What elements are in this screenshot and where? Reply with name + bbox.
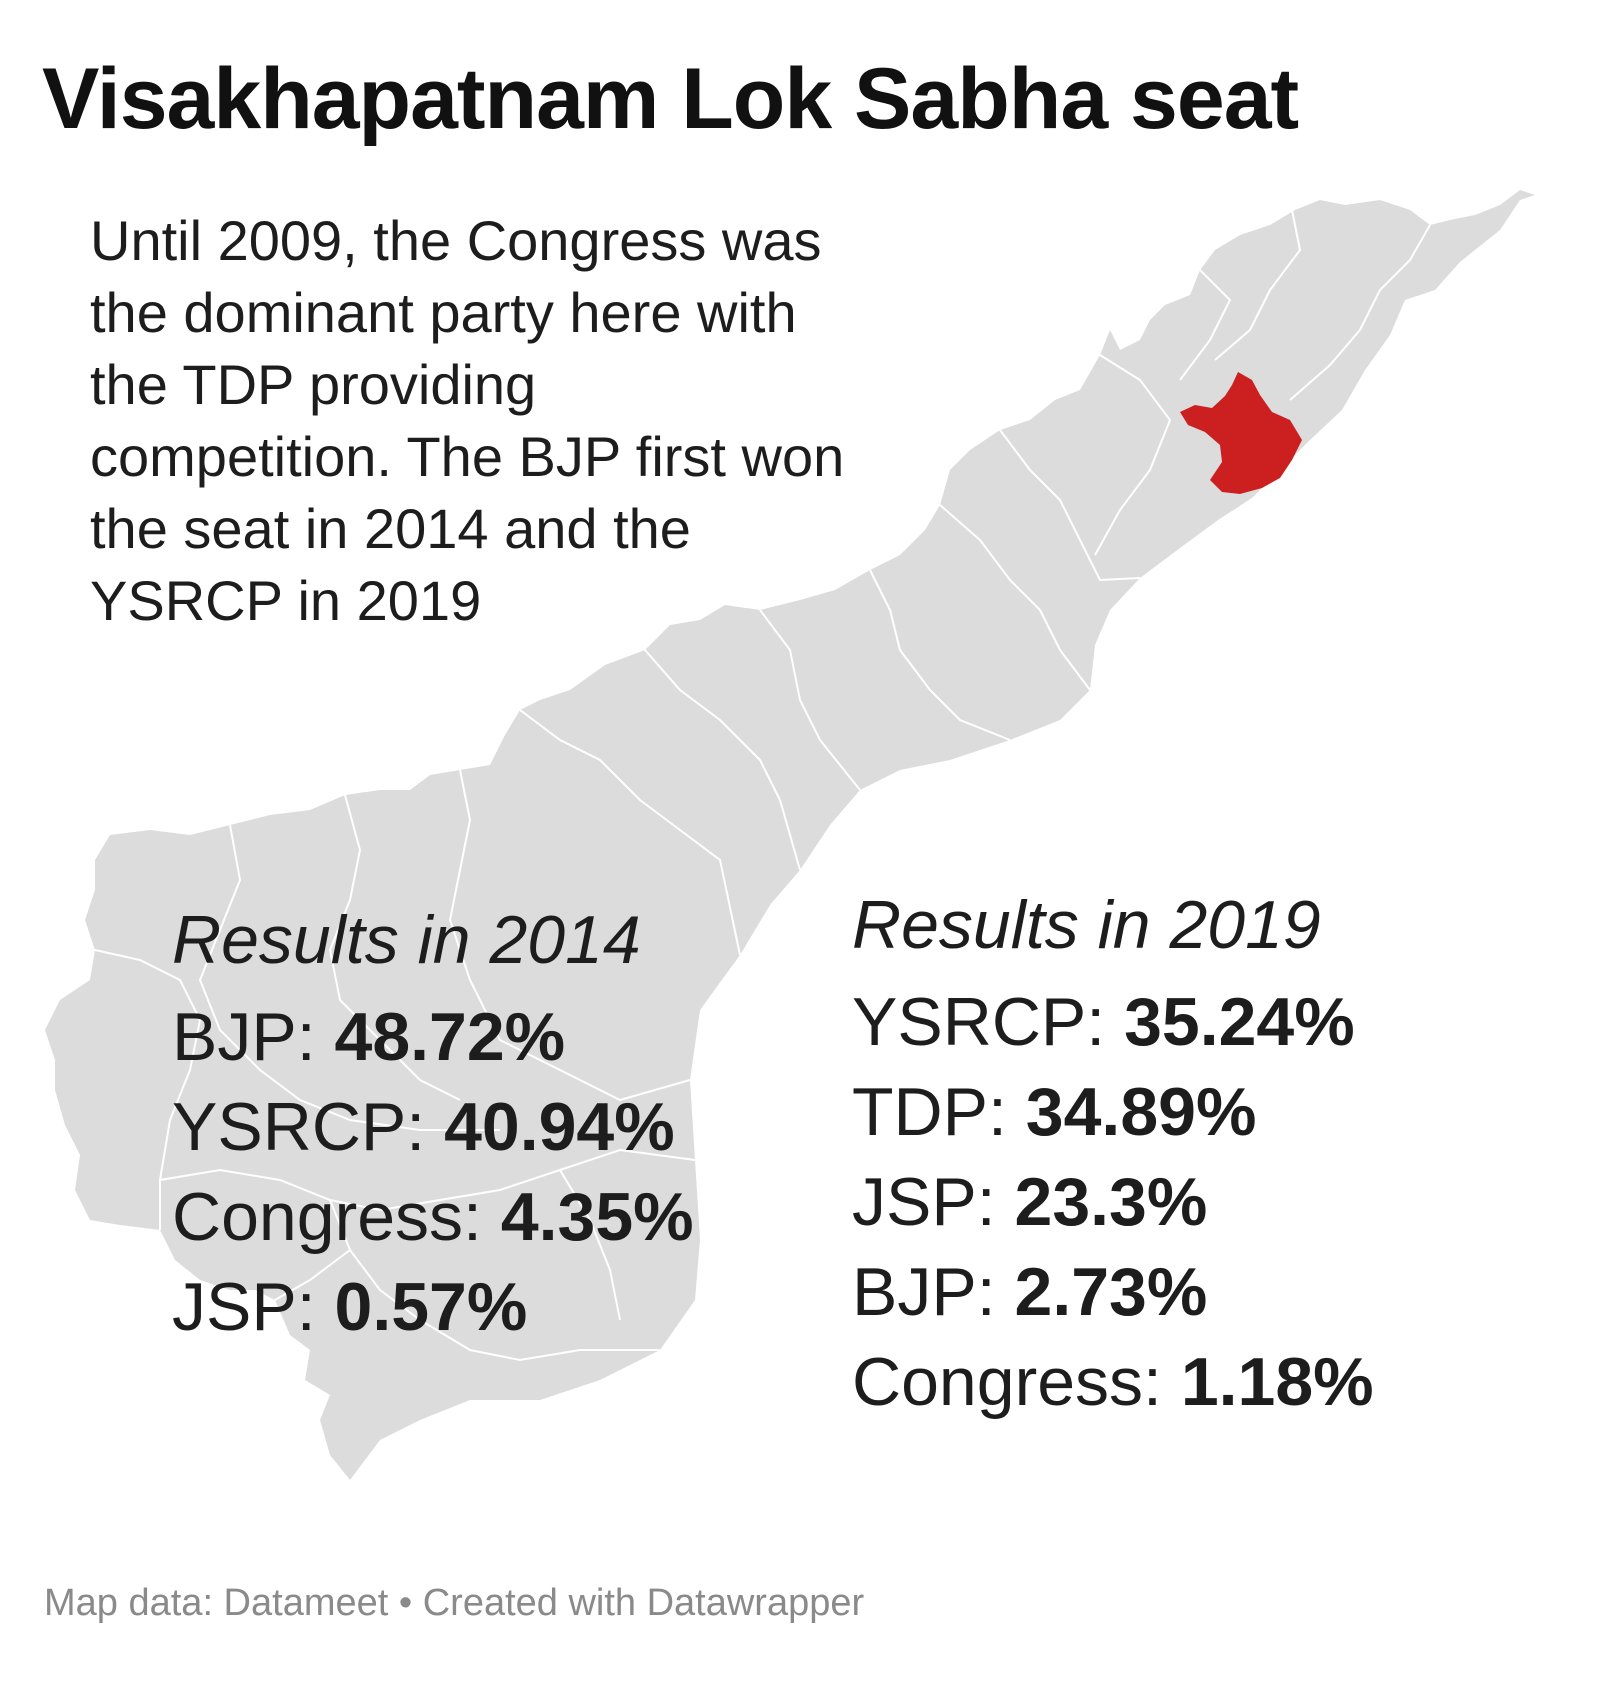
party-name: YSRCP xyxy=(172,1089,407,1165)
result-row: JSP: 0.57% xyxy=(172,1269,528,1345)
result-row: BJP: 2.73% xyxy=(852,1254,1208,1330)
vote-share: 0.57% xyxy=(334,1269,528,1345)
results-2014-heading: Results in 2014 xyxy=(172,902,641,978)
vote-share: 1.18% xyxy=(1180,1344,1374,1420)
vote-share: 34.89% xyxy=(1025,1074,1257,1150)
party-name: BJP xyxy=(852,1254,977,1330)
result-row: Congress: 4.35% xyxy=(172,1179,694,1255)
party-name: JSP xyxy=(172,1269,297,1345)
vote-share: 2.73% xyxy=(1014,1254,1208,1330)
result-row: Congress: 1.18% xyxy=(852,1344,1374,1420)
intro-text: Until 2009, the Congress was the dominan… xyxy=(90,209,845,632)
party-name: TDP xyxy=(852,1074,988,1150)
source-credit: Map data: Datameet • Created with Datawr… xyxy=(44,1582,865,1624)
results-2019: Results in 2019 YSRCP: 35.24% TDP: 34.89… xyxy=(852,885,1374,1427)
result-row: YSRCP: 35.24% xyxy=(852,984,1355,1060)
party-name: Congress xyxy=(172,1179,464,1255)
result-row: TDP: 34.89% xyxy=(852,1074,1257,1150)
visakhapatnam-constituency-highlight xyxy=(1180,372,1302,494)
result-row: YSRCP: 40.94% xyxy=(172,1089,675,1165)
constituency-boundaries xyxy=(94,199,1431,1362)
result-row: JSP: 23.3% xyxy=(852,1164,1208,1240)
vote-share: 4.35% xyxy=(500,1179,694,1255)
party-name: Congress xyxy=(852,1344,1144,1420)
result-row: BJP: 48.72% xyxy=(172,999,566,1075)
results-2014: Results in 2014 BJP: 48.72% YSRCP: 40.94… xyxy=(172,900,694,1352)
vote-share: 23.3% xyxy=(1014,1164,1208,1240)
party-name: JSP xyxy=(852,1164,977,1240)
results-2019-heading: Results in 2019 xyxy=(852,887,1321,963)
vote-share: 40.94% xyxy=(444,1089,675,1165)
party-name: YSRCP xyxy=(852,984,1087,1060)
vote-share: 48.72% xyxy=(334,999,566,1075)
page-title: Visakhapatnam Lok Sabha seat xyxy=(42,51,1299,147)
vote-share: 35.24% xyxy=(1124,984,1355,1060)
party-name: BJP xyxy=(172,999,297,1075)
